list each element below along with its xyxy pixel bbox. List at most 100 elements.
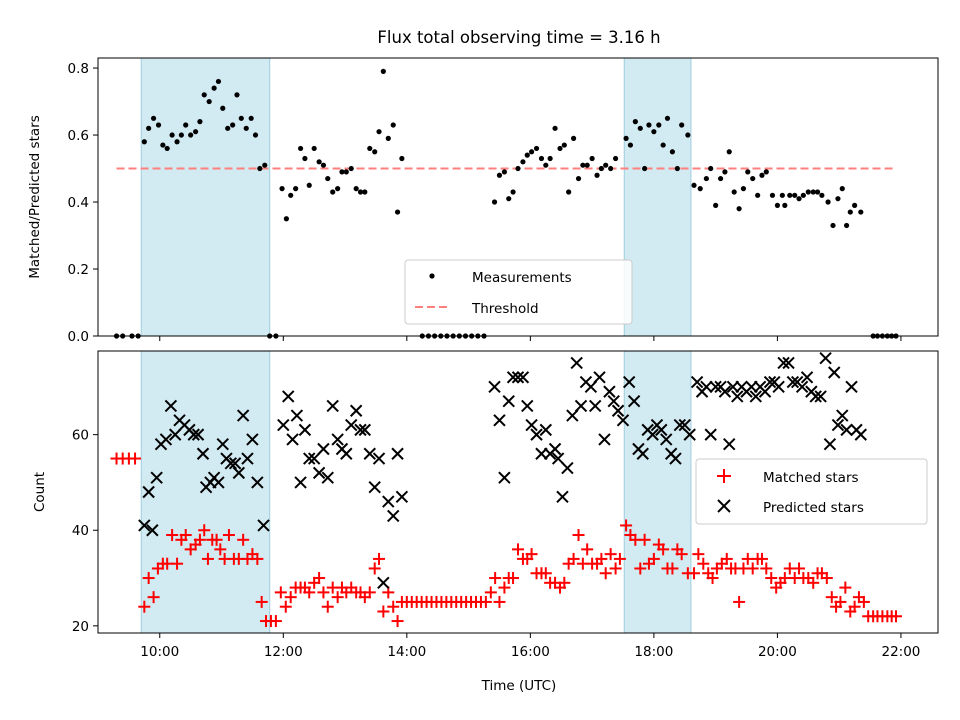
measurement-point: [174, 139, 180, 145]
matched-star-point: [890, 610, 902, 623]
matched-star-point: [214, 543, 227, 556]
measurement-point: [589, 155, 595, 162]
predicted-star-point: [669, 452, 682, 465]
measurement-point: [533, 145, 540, 152]
predicted-star-point: [290, 409, 304, 422]
matched-star-point: [760, 562, 773, 575]
predicted-star-point: [294, 476, 307, 489]
measurement-point: [376, 129, 382, 135]
measurement-point: [814, 189, 821, 195]
predicted-star-point: [146, 524, 159, 537]
measurement-point: [225, 125, 231, 131]
predicted-star-point: [286, 433, 299, 446]
matched-star-point: [539, 567, 552, 580]
x-axis-label: Time (UTC): [481, 678, 557, 694]
bottom-shaded-spans: [140, 350, 692, 634]
measurement-point: [679, 122, 685, 128]
x-tick-label: 16:00: [511, 644, 550, 660]
measurement-point: [623, 135, 629, 141]
y-tick-label: 0.8: [68, 61, 89, 77]
predicted-star-point: [854, 428, 868, 441]
top-legend-box: [404, 259, 633, 325]
measurement-point: [782, 202, 788, 208]
measurement-point: [726, 149, 732, 155]
x-tick-label: 20:00: [758, 644, 797, 660]
matched-star-point: [255, 595, 268, 608]
y-tick-label: 20: [72, 619, 89, 635]
predicted-star-point: [678, 418, 691, 432]
measurement-point: [293, 186, 299, 192]
measurement-point: [632, 119, 638, 125]
predicted-star-point: [391, 447, 404, 460]
measurement-point: [787, 192, 793, 198]
matched-star-point: [647, 552, 660, 565]
matched-star-point: [666, 562, 679, 575]
predicted-star-point: [212, 476, 225, 489]
bottom-axes-frame: [97, 350, 939, 634]
shaded-span-1: [140, 350, 271, 634]
measurement-point: [325, 175, 331, 182]
predicted-star-point: [574, 399, 588, 413]
predicted-star-point: [368, 481, 381, 494]
measurement-point: [713, 202, 719, 208]
matched-star-point: [857, 595, 870, 608]
measurement-point: [722, 169, 728, 175]
shaded-span-1: [140, 57, 271, 337]
measurement-point: [847, 209, 853, 215]
predicted-star-point: [395, 490, 409, 503]
predicted-star-point: [142, 485, 155, 499]
measurement-point: [372, 149, 378, 155]
measurement-point: [627, 142, 634, 148]
predicted-star-point: [377, 576, 390, 590]
predicted-star-point: [525, 418, 538, 432]
predicted-star-point: [704, 428, 717, 441]
predicted-star-point: [548, 442, 562, 456]
measurement-point: [750, 175, 756, 182]
legend-measurements-marker: [429, 273, 435, 279]
predicted-star-point: [809, 390, 822, 403]
matched-star-point: [793, 562, 806, 575]
predicted-star-point: [298, 423, 312, 437]
measurement-point: [779, 192, 785, 198]
matched-star-point: [179, 529, 192, 542]
matched-star-point: [489, 572, 502, 585]
measurement-point: [206, 98, 212, 105]
predicted-star-point: [321, 471, 334, 484]
measurement-point: [561, 142, 567, 148]
predicted-star-point: [317, 442, 330, 456]
predicted-star-point: [718, 385, 732, 398]
measurement-point: [197, 119, 203, 125]
matched-star-point: [222, 529, 235, 542]
measurement-point: [825, 199, 831, 205]
matched-star-point: [193, 533, 206, 546]
matched-star-point: [274, 586, 287, 599]
predicted-star-point: [598, 433, 611, 446]
matched-star-point: [484, 586, 497, 599]
measurement-point: [155, 122, 162, 128]
matched-star-point: [303, 586, 316, 599]
measurement-point: [796, 196, 802, 202]
matched-star-point: [609, 562, 622, 575]
measurement-point: [763, 169, 769, 175]
predicted-star-point: [251, 476, 264, 489]
top-x-ticks: [159, 336, 902, 341]
measurement-point: [810, 189, 816, 195]
measurement-point: [608, 165, 614, 172]
predicted-star-point: [723, 437, 736, 451]
predicted-star-point: [570, 356, 583, 370]
measurement-point: [691, 182, 697, 188]
measurement-point: [575, 175, 582, 182]
measurement-point: [380, 68, 386, 74]
measurement-point: [257, 165, 263, 172]
measurement-point: [528, 149, 535, 155]
matched-star-point: [391, 615, 404, 628]
matched-star-point: [675, 548, 688, 561]
measurement-point: [297, 145, 304, 152]
measurement-point: [708, 165, 714, 172]
x-tick-label: 22:00: [881, 644, 920, 660]
measurement-point: [248, 115, 254, 121]
predicted-star-point: [498, 471, 511, 484]
measurement-point: [220, 105, 226, 111]
matched-star-point: [251, 552, 264, 565]
